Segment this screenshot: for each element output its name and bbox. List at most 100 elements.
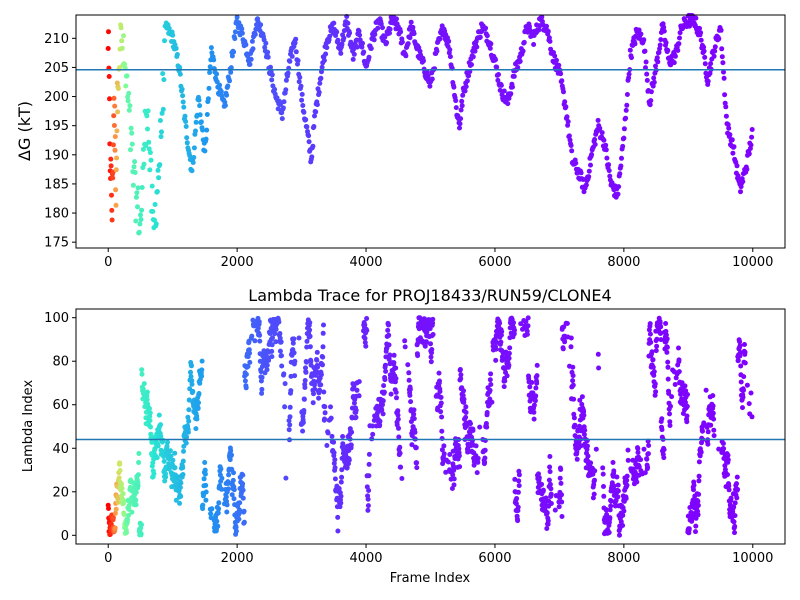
lambda-point [240,495,246,501]
lambda-point [195,406,201,411]
lambda-point [669,394,675,400]
lambda-point [556,504,562,510]
delta-g-point [113,167,119,173]
lambda-point [183,440,189,446]
lambda-point [735,487,741,492]
lambda-point [257,332,263,338]
delta-g-point [356,28,362,34]
lambda-point [658,324,664,330]
lambda-point [732,500,738,506]
lambda-point [277,331,283,336]
delta-g-point [112,103,118,109]
lambda-point [106,506,111,511]
x-tick-label: 10000 [732,255,773,270]
lambda-point [267,331,273,336]
delta-g-point [132,170,138,175]
lambda-point [438,394,444,400]
lambda-point [679,380,685,386]
delta-g-point [665,47,671,53]
lambda-point [395,416,401,422]
lambda-point [728,495,734,501]
lambda-point [112,510,118,516]
lambda-point [147,418,153,423]
lambda-point [395,408,401,414]
lambda-point [475,455,481,461]
delta-g-point [152,202,158,207]
lambda-point [276,319,282,325]
delta-g-point [621,126,627,132]
delta-g-point [208,45,214,51]
lambda-point [658,331,663,336]
lambda-point [366,451,372,457]
delta-g-point [205,96,211,102]
delta-g-point [111,95,117,101]
lambda-point [237,500,243,506]
delta-g-point [375,25,381,31]
lambda-point [735,357,741,363]
lambda-point [560,346,566,352]
lambda-point [393,376,399,381]
lambda-point [386,342,392,348]
lambda-point [338,500,344,506]
delta-g-point [319,64,325,70]
lambda-point [150,460,156,466]
delta-g-point [318,75,324,81]
delta-g-point [453,98,459,104]
lambda-point [139,367,145,373]
lambda-point [203,482,209,488]
lambda-point [177,500,183,506]
delta-g-point [234,14,240,20]
lambda-point [203,497,209,503]
lambda-point [548,491,554,497]
lambda-point [320,362,325,368]
lambda-point [451,482,457,488]
lambda-point [614,474,620,480]
delta-g-point [139,207,145,213]
lambda-point [649,349,655,355]
lambda-point [658,337,664,343]
delta-g-point [202,148,208,154]
lambda-point [540,487,546,493]
lambda-point [397,444,403,450]
delta-g-point [272,86,278,92]
lambda-point [624,473,630,479]
lambda-point [189,378,195,384]
lambda-point [256,319,262,325]
delta-g-point [121,33,126,39]
lambda-point [116,475,122,481]
lambda-point [725,457,731,463]
lambda-point [501,384,507,390]
delta-g-point [405,41,411,47]
delta-g-point [157,162,163,168]
delta-g-point [203,136,209,142]
delta-g-point [345,20,351,26]
lambda-point [364,316,370,321]
y-tick-label: 190 [44,148,69,163]
lambda-point [737,350,743,355]
delta-g-point [239,30,245,36]
delta-g-point [293,49,299,55]
lambda-point [228,448,234,454]
lambda-point [391,352,397,358]
lambda-point [388,391,394,397]
lambda-point [468,421,473,427]
delta-g-point [278,102,283,107]
delta-g-point [583,182,589,188]
delta-g-point [224,92,230,98]
lambda-point [117,461,123,467]
delta-g-point [108,156,114,162]
lambda-point [484,424,490,430]
lambda-point [135,483,141,489]
lambda-point [512,476,518,482]
delta-g-point [269,77,275,83]
delta-g-point [618,163,624,169]
lambda-point [301,396,307,402]
delta-g-point [126,90,132,96]
delta-g-point [460,92,466,98]
lambda-point [515,518,521,524]
delta-g-point [595,117,601,123]
lambda-point [544,510,550,516]
lambda-point [543,495,549,501]
x-tick-label: 0 [104,551,112,566]
delta-g-point [663,40,669,46]
